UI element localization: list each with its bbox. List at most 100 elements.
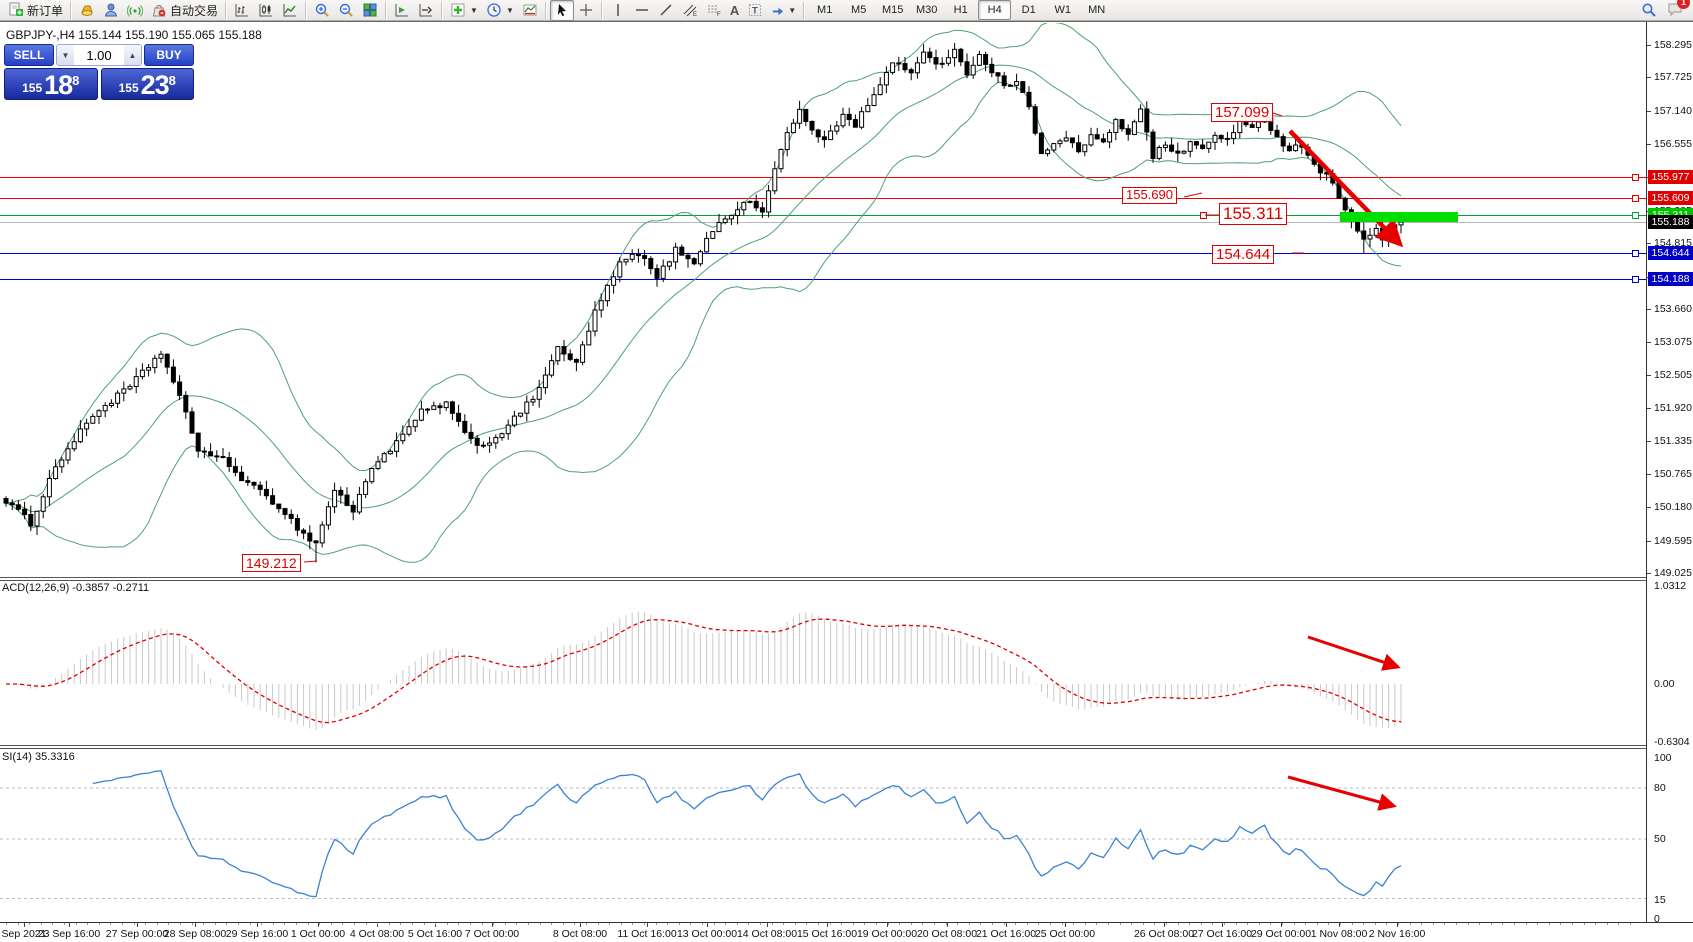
hline-154.644[interactable] (0, 252, 1646, 254)
signals-button[interactable] (123, 0, 147, 21)
new-order-button[interactable]: 新订单 (4, 0, 67, 21)
trend-arrow[interactable] (1288, 129, 1404, 248)
pane-separator-rsi[interactable] (0, 745, 1646, 749)
level-price-label: 155.977 (1648, 170, 1693, 185)
tab-timeframe-M1[interactable]: M1 (817, 4, 833, 16)
text-tool[interactable]: A (726, 0, 743, 21)
pane-separator-macd[interactable] (0, 577, 1646, 581)
zoom-in-button[interactable] (310, 0, 334, 21)
volume-decrease-button[interactable]: ▼ (57, 45, 74, 65)
price-callout[interactable]: 149.212 (242, 554, 301, 573)
time-minor-tick (250, 923, 251, 925)
hline-155.609[interactable] (0, 197, 1646, 199)
tab-timeframe-M5[interactable]: M5 (851, 4, 867, 16)
time-minor-tick (1549, 923, 1550, 925)
line-handle[interactable] (1632, 275, 1639, 283)
line-chart-button[interactable] (278, 0, 302, 21)
vertical-line-tool[interactable] (606, 0, 630, 21)
indicator-axis-label: 0.00 (1654, 678, 1675, 690)
text-label-icon: T (749, 4, 762, 17)
hline-155.311[interactable] (0, 214, 1646, 216)
chart-shift-button[interactable] (414, 0, 438, 21)
main-pane[interactable] (3, 22, 1404, 563)
fibonacci-tool[interactable]: F (702, 0, 726, 21)
time-minor-tick (168, 923, 169, 925)
autotrading-button[interactable]: 自动交易 (147, 0, 222, 21)
chart-canvas[interactable] (0, 22, 1646, 922)
tab-timeframe-MN[interactable]: MN (1088, 4, 1106, 16)
price-axis[interactable]: 158.295157.725157.140156.555155.970155.3… (1646, 22, 1693, 942)
tab-timeframe-W1[interactable]: W1 (1054, 4, 1071, 16)
time-minor-tick (377, 923, 378, 925)
search-icon[interactable] (1641, 2, 1657, 18)
text-label-tool[interactable]: T (743, 0, 767, 21)
ask-price[interactable]: 155 23 8 (100, 68, 194, 100)
tab-timeframe-M30[interactable]: M30 (915, 4, 938, 16)
buy-button[interactable]: BUY (144, 44, 194, 66)
tab-timeframe-H1[interactable]: H1 (953, 4, 968, 16)
horizontal-line-tool[interactable] (630, 0, 654, 21)
callout-leader (303, 560, 318, 563)
tab-timeframe-M15[interactable]: M15 (881, 4, 904, 16)
bollinger-upper-band[interactable] (5, 22, 1402, 504)
notifications-button[interactable]: 1 (1667, 0, 1690, 20)
bollinger-lower-band[interactable] (5, 81, 1402, 563)
time-minor-tick (1201, 923, 1202, 925)
community-person-icon (104, 3, 118, 17)
channel-tool[interactable]: E (678, 0, 702, 21)
price-callout[interactable]: 154.644 (1212, 245, 1275, 265)
trend-arrow[interactable] (1287, 775, 1397, 811)
time-axis-label: 25 Oct 00:00 (1034, 928, 1096, 940)
highlight-rectangle[interactable] (1340, 212, 1458, 222)
macd-pane[interactable] (6, 611, 1402, 730)
line-handle[interactable] (1632, 211, 1639, 219)
sell-button[interactable]: SELL (4, 44, 54, 66)
auto-scroll-button[interactable] (390, 0, 414, 21)
rsi-pane[interactable] (0, 770, 1646, 899)
trendline-tool[interactable] (654, 0, 678, 21)
hline-154.188[interactable] (0, 278, 1646, 280)
bollinger-middle-band[interactable] (5, 64, 1402, 512)
line-handle[interactable] (1632, 174, 1639, 182)
candle-chart-button[interactable] (254, 0, 278, 21)
zoom-out-button[interactable] (334, 0, 358, 21)
hline-155.188[interactable] (0, 221, 1646, 223)
crosshair-tool-button[interactable] (574, 0, 598, 21)
time-minor-tick (911, 923, 912, 925)
periods-button[interactable]: ▼ (482, 0, 518, 21)
tab-timeframe-H4[interactable]: H4 (978, 0, 1012, 20)
bid-price[interactable]: 155 18 8 (4, 68, 98, 100)
indicator-axis-label: 100 (1654, 752, 1672, 764)
price-callout[interactable]: 155.690 (1122, 187, 1177, 204)
tile-windows-button[interactable] (358, 0, 382, 21)
line-handle[interactable] (1632, 249, 1639, 257)
tab-timeframe-D1[interactable]: D1 (1021, 4, 1036, 16)
deposit-button[interactable] (75, 0, 99, 21)
rsi-indicator-label: SI(14) 35.3316 (2, 751, 75, 763)
indicators-button[interactable]: ▼ (446, 0, 482, 21)
trend-arrow[interactable] (1307, 635, 1401, 671)
line-handle[interactable] (1632, 194, 1639, 202)
indicator-axis-label: 50 (1654, 833, 1666, 845)
dropdown-caret: ▼ (788, 5, 797, 15)
price-callout[interactable]: 157.099 (1211, 103, 1274, 123)
time-axis[interactable]: Sep 2021 23 Sep 16:00 27 Sep 00:00 28 Sep 0… (0, 922, 1693, 942)
time-minor-tick (795, 923, 796, 925)
shapes-tool[interactable]: ▼ (767, 0, 800, 21)
separator (600, 1, 603, 19)
text-tool-icon: A (729, 2, 740, 18)
ask-pipette: 8 (168, 73, 176, 88)
separator (441, 1, 444, 19)
time-axis-label: 20 Oct 08:00 (916, 928, 978, 940)
one-click-trading-panel: SELL ▼ 1.00 ▲ BUY 155 18 8 155 23 8 (4, 44, 194, 100)
hline-155.977[interactable] (0, 177, 1646, 179)
bar-chart-button[interactable] (230, 0, 254, 21)
volume-value[interactable]: 1.00 (86, 47, 112, 63)
price-callout[interactable]: 155.311 (1219, 203, 1288, 225)
chart-area[interactable]: 157.099 155.690 155.311 154.644 149.212 GBPJ… (0, 21, 1693, 942)
volume-increase-button[interactable]: ▲ (124, 45, 141, 65)
community-button[interactable] (99, 0, 123, 21)
time-minor-tick (1410, 923, 1411, 925)
cursor-tool-button[interactable] (549, 0, 574, 21)
templates-button[interactable] (518, 0, 542, 21)
